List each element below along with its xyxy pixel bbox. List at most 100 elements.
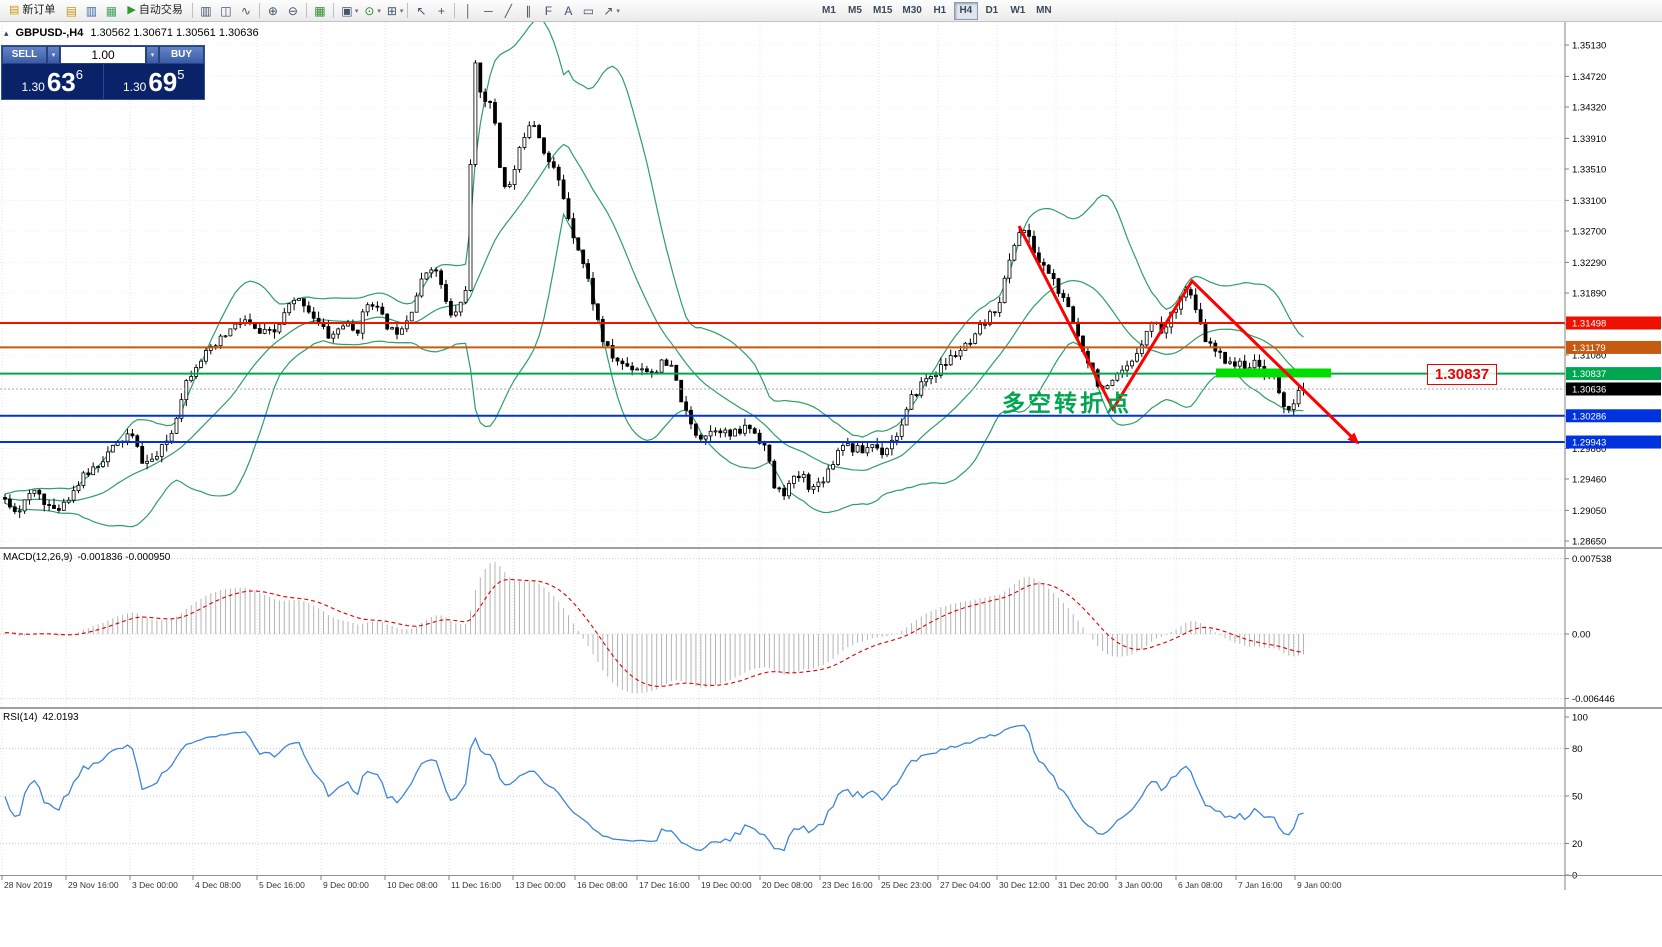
rsi-value: 42.0193 bbox=[42, 712, 79, 723]
toolbar-separator bbox=[305, 3, 307, 18]
sell-price-display[interactable]: 1.30 63 6 bbox=[2, 64, 104, 99]
main-toolbar: ▤ 新订单 ▤ ▥ ▦ ▶ 自动交易 ▥ ◫ ∿ ⊕ ⊖ ▦ ▣ ▾ ⊙ ▾ ⊞ ▾ ↖ + │ ─ ╱ ∥ F A ▭ ↗ ▾… bbox=[0, 0, 1662, 22]
templates-icon[interactable]: ⊞ bbox=[386, 3, 397, 18]
svg-text:11 Dec 16:00: 11 Dec 16:00 bbox=[451, 880, 501, 890]
timeframe-m1-button[interactable]: M1 bbox=[821, 4, 836, 16]
period-selector-icon[interactable]: ⊙ bbox=[364, 3, 375, 18]
timeframe-h4-button[interactable]: H4 bbox=[953, 1, 978, 20]
symbol-label: GBPUSD-,H4 bbox=[15, 27, 84, 39]
svg-text:1.32700: 1.32700 bbox=[1572, 227, 1606, 238]
zoom-in-icon[interactable]: ⊕ bbox=[267, 3, 278, 18]
zoom-out-icon[interactable]: ⊖ bbox=[287, 3, 298, 18]
bar-chart-icon[interactable]: ▥ bbox=[200, 3, 212, 18]
svg-text:6 Jan 08:00: 6 Jan 08:00 bbox=[1178, 880, 1223, 890]
line-chart-icon[interactable]: ∿ bbox=[240, 3, 251, 18]
svg-text:1.33100: 1.33100 bbox=[1572, 196, 1606, 207]
timeframe-d1-button[interactable]: D1 bbox=[985, 4, 999, 16]
toolbar-separator bbox=[258, 3, 260, 18]
sell-price-sup: 6 bbox=[75, 67, 83, 82]
templates-icon-dropdown[interactable]: ▾ bbox=[399, 7, 404, 15]
period-selector-icon-dropdown[interactable]: ▾ bbox=[377, 7, 381, 15]
sell-button[interactable]: SELL bbox=[2, 46, 47, 64]
svg-text:23 Dec 16:00: 23 Dec 16:00 bbox=[822, 880, 873, 890]
cursor-icon[interactable]: ↖ bbox=[416, 3, 427, 18]
market-watch-icon[interactable]: ▦ bbox=[105, 3, 118, 18]
vertical-line-icon[interactable]: │ bbox=[464, 3, 473, 18]
accounts-icon[interactable]: ▤ bbox=[65, 3, 78, 18]
crosshair-icon[interactable]: + bbox=[437, 3, 445, 18]
timeframe-mn-button[interactable]: MN bbox=[1036, 4, 1052, 16]
fibonacci-icon[interactable]: F bbox=[544, 3, 553, 18]
arrows-icon[interactable]: ↗ bbox=[603, 3, 614, 18]
timeframe-w1-button[interactable]: W1 bbox=[1010, 4, 1026, 16]
svg-text:1.31890: 1.31890 bbox=[1572, 289, 1606, 300]
toolbar-separator bbox=[407, 3, 409, 18]
svg-text:30 Dec 12:00: 30 Dec 12:00 bbox=[999, 880, 1050, 890]
one-click-collapse-icon[interactable]: ▴ bbox=[4, 28, 9, 39]
timeframe-h1-button[interactable]: H1 bbox=[933, 4, 947, 16]
svg-text:1.34320: 1.34320 bbox=[1572, 103, 1606, 114]
new-chart-icon[interactable]: ▣ bbox=[341, 3, 353, 18]
timeframe-m15-button[interactable]: M15 bbox=[872, 4, 893, 16]
turning-point-annotation[interactable]: 多空转折点 bbox=[1002, 390, 1132, 416]
buy-price-sup: 5 bbox=[177, 67, 185, 82]
macd-label: MACD(12,26,9) -0.001836 -0.000950 bbox=[3, 552, 170, 564]
buy-button[interactable]: BUY bbox=[159, 46, 204, 64]
timeframe-m30-button[interactable]: M30 bbox=[902, 4, 922, 16]
timeframe-m5-button[interactable]: M5 bbox=[847, 4, 862, 16]
svg-text:9 Dec 00:00: 9 Dec 00:00 bbox=[323, 880, 369, 890]
macd-name: MACD(12,26,9) bbox=[3, 552, 73, 563]
candlestick-chart-icon[interactable]: ◫ bbox=[220, 3, 232, 18]
svg-text:1.33910: 1.33910 bbox=[1572, 134, 1606, 145]
charts-window-icon[interactable]: ▥ bbox=[85, 3, 98, 18]
new-order-button[interactable]: ▤ 新订单 bbox=[3, 1, 61, 21]
volume-dropdown[interactable]: ▾ bbox=[146, 46, 159, 64]
svg-text:13 Dec 00:00: 13 Dec 00:00 bbox=[515, 880, 566, 890]
new-order-label: 新订单 bbox=[22, 4, 56, 16]
horizontal-line-icon[interactable]: ─ bbox=[484, 3, 493, 18]
symbol-info: ▴ GBPUSD-,H4 1.30562 1.30671 1.30561 1.3… bbox=[4, 27, 259, 40]
sell-options-dropdown[interactable]: ▾ bbox=[47, 46, 60, 64]
trendline-icon[interactable]: ╱ bbox=[504, 3, 513, 18]
svg-text:4 Dec 08:00: 4 Dec 08:00 bbox=[195, 880, 241, 890]
autotrading-label: 自动交易 bbox=[138, 4, 183, 16]
text-icon[interactable]: A bbox=[564, 3, 573, 18]
new-chart-icon-dropdown[interactable]: ▾ bbox=[354, 7, 359, 15]
tile-windows-icon[interactable]: ▦ bbox=[314, 3, 326, 18]
svg-text:7 Jan 16:00: 7 Jan 16:00 bbox=[1238, 880, 1283, 890]
svg-text:1.31080: 1.31080 bbox=[1572, 351, 1606, 362]
svg-text:19 Dec 00:00: 19 Dec 00:00 bbox=[701, 880, 752, 890]
macd-values: -0.001836 -0.000950 bbox=[77, 552, 171, 563]
sell-price-prefix: 1.30 bbox=[21, 80, 45, 94]
channel-icon[interactable]: ∥ bbox=[525, 3, 532, 18]
svg-text:1.31179: 1.31179 bbox=[1572, 343, 1606, 354]
svg-text:1.30286: 1.30286 bbox=[1572, 411, 1606, 422]
price-flag-label[interactable]: 1.30837 bbox=[1427, 364, 1497, 385]
svg-text:1.29050: 1.29050 bbox=[1572, 506, 1606, 517]
svg-text:100: 100 bbox=[1572, 713, 1588, 724]
buy-price-display[interactable]: 1.30 69 5 bbox=[104, 64, 205, 99]
new-order-icon: ▤ bbox=[9, 4, 20, 16]
chevron-down-icon: ▾ bbox=[51, 52, 56, 59]
arrows-icon-dropdown[interactable]: ▾ bbox=[616, 7, 620, 15]
rsi-label: RSI(14) 42.0193 bbox=[3, 712, 79, 724]
svg-text:0.007538: 0.007538 bbox=[1572, 554, 1612, 565]
svg-text:1.30636: 1.30636 bbox=[1572, 384, 1606, 395]
sell-price-big: 63 bbox=[46, 66, 76, 97]
svg-text:1.31498: 1.31498 bbox=[1572, 319, 1606, 330]
toolbar-separator bbox=[191, 3, 193, 18]
svg-text:1.30837: 1.30837 bbox=[1572, 369, 1606, 380]
volume-input[interactable] bbox=[60, 46, 146, 64]
svg-text:1.34720: 1.34720 bbox=[1572, 72, 1606, 83]
svg-text:31 Dec 20:00: 31 Dec 20:00 bbox=[1058, 880, 1109, 890]
svg-text:25 Dec 23:00: 25 Dec 23:00 bbox=[881, 880, 932, 890]
svg-text:1.28650: 1.28650 bbox=[1572, 537, 1606, 548]
svg-text:0.00: 0.00 bbox=[1572, 630, 1591, 641]
svg-text:29 Nov 16:00: 29 Nov 16:00 bbox=[68, 880, 119, 890]
label-icon[interactable]: ▭ bbox=[582, 3, 595, 18]
svg-text:20: 20 bbox=[1572, 839, 1583, 850]
autotrading-button[interactable]: ▶ 自动交易 bbox=[121, 1, 188, 21]
